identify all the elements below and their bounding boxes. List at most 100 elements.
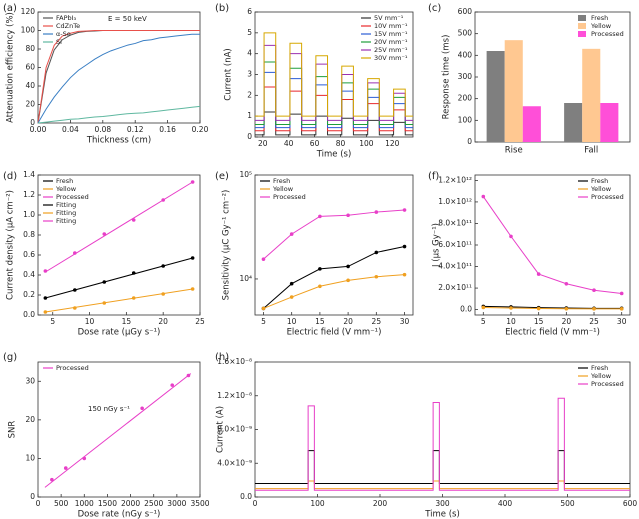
series-line [255,71,413,129]
y-tick-label: 20 [25,100,35,109]
y-axis-label: Attenuation efficiency (%) [6,12,16,123]
x-tick-label: 2000 [121,499,140,508]
series-line [255,86,413,132]
x-tick-label: 30 [617,317,627,326]
legend-swatch [578,23,586,29]
y-axis-label: Sensitivity (μC Gy⁻¹ cm⁻²) [222,190,232,301]
y-tick-label: 5 [247,28,252,37]
x-tick-label: 100 [310,499,325,508]
x-tick-label: 5 [50,317,55,326]
plot-frame [37,361,201,498]
point [170,383,175,387]
x-tick-label: 20 [158,317,168,326]
y-tick-label: 40 [25,81,35,90]
point [509,234,513,239]
legend-label: FAPbI₃ [56,14,77,22]
y-axis-label: SNR [8,421,18,439]
x-tick-label: 60 [310,139,320,148]
series-line [482,196,622,294]
legend-label: Fitting [56,201,76,209]
y-tick-label: 0 [30,118,35,127]
y-axis-label: J (μs Gy⁻¹) [432,223,442,268]
legend-label: Fresh [591,177,608,185]
legend-label: Fitting [56,217,76,225]
y-tick-label: 1.2×10⁻⁸ [217,391,252,400]
x-tick-label: 400 [498,499,513,508]
point [374,250,379,255]
x-tick-label: 20 [258,139,268,148]
x-tick-label: 10 [85,317,95,326]
y-tick-label: 6.0×10¹¹ [438,240,472,249]
point [289,232,294,236]
x-tick-label: 5 [481,317,486,326]
point [261,306,266,311]
series-line [37,30,200,124]
x-tick-label: 10 [287,317,297,326]
x-tick-label: 0.12 [127,125,144,134]
y-tick-label: 80 [25,44,35,53]
point [402,244,407,249]
legend-label: Yellow [272,185,294,193]
y-tick-label: 100 [458,115,473,124]
x-tick-label: 120 [385,139,400,148]
x-tick-label: 20 [562,317,572,326]
x-tick-label: 80 [336,139,346,148]
y-tick-label: 8.0×10⁻⁹ [217,425,252,434]
point [318,214,322,219]
bar [504,40,523,142]
legend-label: Processed [591,30,624,38]
y-tick-label: 1.6×10⁻⁸ [217,357,252,366]
point [318,284,322,289]
y-tick-label: 400 [458,50,473,59]
y-tick-label: 1 [247,111,252,120]
x-tick-label: 1000 [75,499,94,508]
legend-label: Processed [273,193,306,201]
y-tick-label: 120 [21,7,36,16]
x-tick-label: 500 [560,499,575,508]
legend-label: 10V mm⁻¹ [374,22,408,30]
y-tick-label: 3 [247,70,252,79]
y-tick-label: 600 [458,7,473,16]
series-line [255,111,413,136]
y-tick-label: 0 [247,132,252,141]
y-tick-label: 300 [458,72,473,81]
x-tick-label: 30 [400,317,410,326]
y-tick-label: 20 [25,415,35,424]
plot-frame [37,174,201,316]
x-tick-label: 500 [54,499,69,508]
legend-label: Fresh [273,177,290,185]
legend-label: Yellow [590,185,612,193]
y-tick-label: 1.4 [23,170,35,179]
plot-frame [254,174,414,316]
x-axis-label: Time (s) [424,510,460,519]
point [619,307,624,311]
x-tick-label: 25 [372,317,382,326]
series-line [263,246,405,309]
x-tick-label: 300 [435,499,450,508]
point [289,281,294,286]
y-tick-label: 1.2×10¹² [438,175,472,184]
y-tick-label: 4.0×10⁻⁹ [217,458,252,467]
plot-frame [254,361,631,498]
y-tick-label: 0.8 [23,230,35,239]
legend-label: Processed [591,380,624,388]
y-axis-label: Current (A) [216,406,226,453]
panel-label: (e) [215,171,229,182]
legend-label: CdZnTe [56,22,80,30]
panel-label: (c) [428,3,441,14]
x-axis-label: Thickness (cm) [86,136,151,146]
panel-label: (b) [215,3,229,14]
y-tick-label: 6 [247,7,252,16]
bar [582,48,601,143]
bar [600,103,619,142]
legend-label: 30V mm⁻¹ [374,54,408,62]
x-axis-label: Electric field (V mm⁻¹) [505,328,600,338]
legend-label: Processed [56,364,89,372]
x-tick-label: 15 [315,317,325,326]
point [374,274,379,279]
x-tick-label: 0.00 [30,125,47,134]
x-axis-label: Time (s) [316,150,352,160]
annotation: E = 50 keV [108,15,147,23]
x-tick-label: 2500 [144,499,163,508]
legend-label: Fresh [591,364,608,372]
